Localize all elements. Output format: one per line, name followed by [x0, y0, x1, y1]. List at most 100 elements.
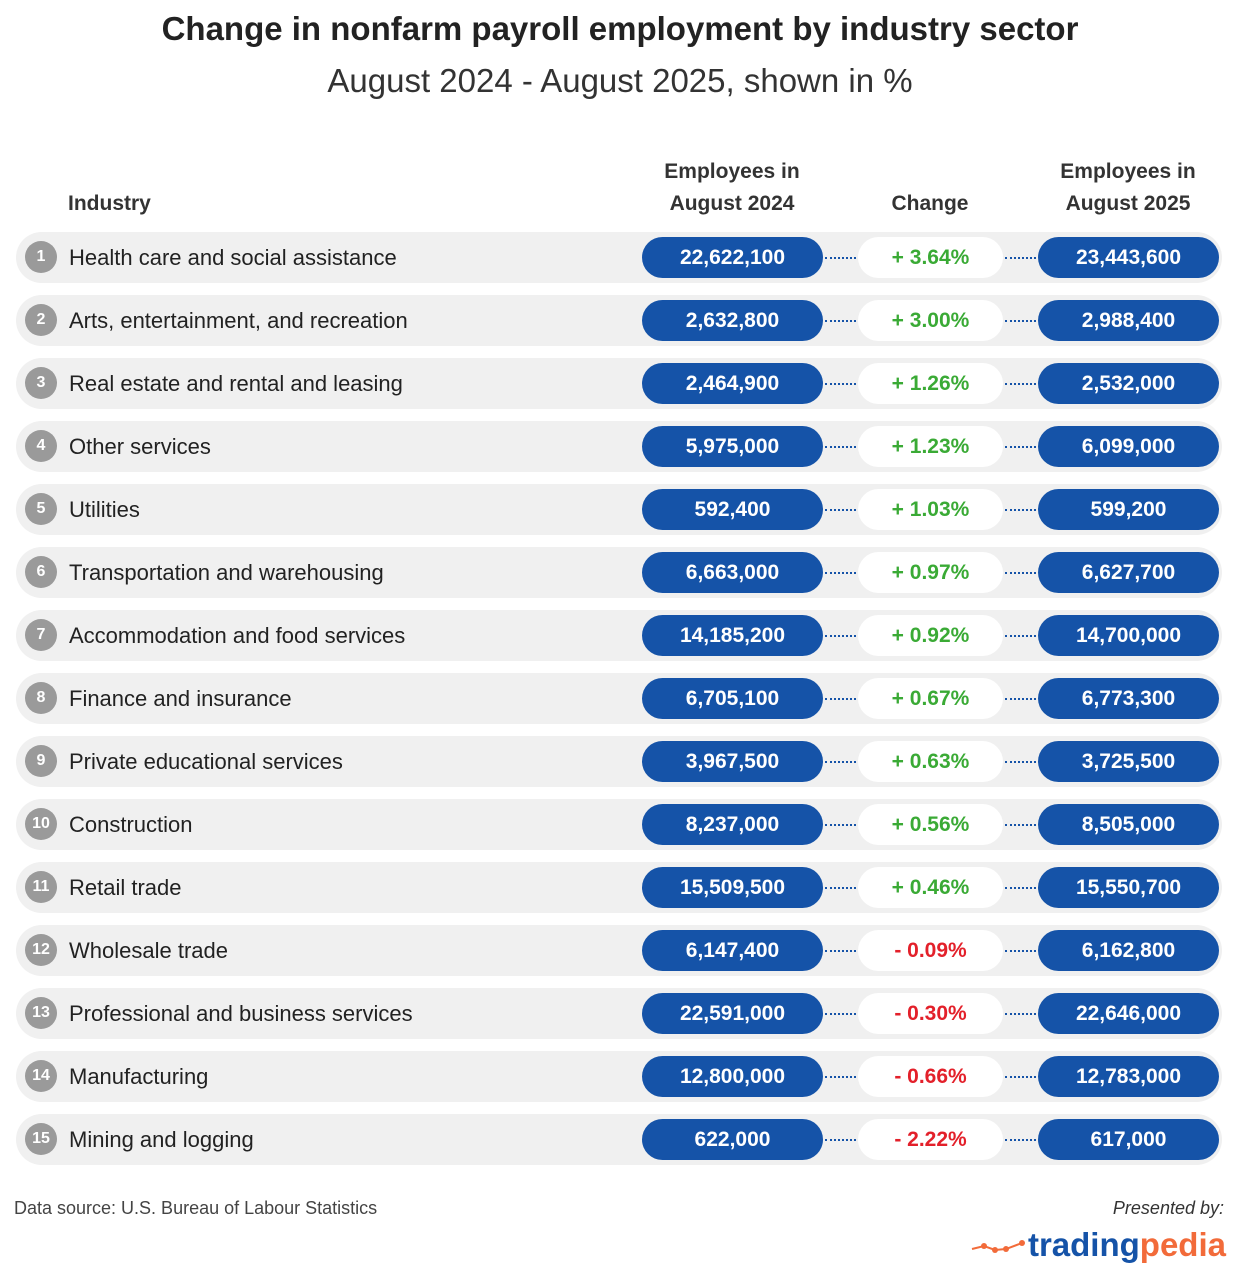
table-row: 12 Wholesale trade 6,147,400 - 0.09% 6,1…	[16, 925, 1222, 976]
rank-badge: 1	[25, 241, 57, 273]
employees-aug2024: 12,800,000	[642, 1056, 823, 1097]
employees-aug2025: 6,099,000	[1038, 426, 1219, 467]
rank-badge: 2	[25, 304, 57, 336]
connector-left	[825, 824, 856, 826]
presented-by: Presented by:	[1112, 1198, 1224, 1218]
employees-aug2025: 6,627,700	[1038, 552, 1219, 593]
industry-name: Other services	[69, 434, 211, 459]
table-row: 13 Professional and business services 22…	[16, 988, 1222, 1039]
change-value: + 0.97%	[858, 552, 1003, 593]
employees-aug2025: 22,646,000	[1038, 993, 1219, 1034]
employees-aug2024: 2,632,800	[642, 300, 823, 341]
industry-name: Utilities	[69, 497, 140, 522]
change-value: + 0.46%	[858, 867, 1003, 908]
connector-right	[1005, 257, 1036, 259]
rank-badge: 6	[25, 556, 57, 588]
table-row: 3 Real estate and rental and leasing 2,4…	[16, 358, 1222, 409]
connector-right	[1005, 761, 1036, 763]
connector-right	[1005, 1013, 1036, 1015]
rank-badge: 13	[25, 997, 57, 1029]
header-aug2025-line2: August 2025	[1065, 192, 1191, 215]
rank-badge: 4	[25, 430, 57, 462]
tradingpedia-logo: tradingpedia	[970, 1226, 1226, 1264]
table-row: 4 Other services 5,975,000 + 1.23% 6,099…	[16, 421, 1222, 472]
industry-name: Transportation and warehousing	[69, 560, 384, 585]
connector-left	[825, 257, 856, 259]
logo-pedia: pedia	[1139, 1226, 1226, 1263]
employees-aug2024: 6,663,000	[642, 552, 823, 593]
connector-right	[1005, 824, 1036, 826]
table-row: 1 Health care and social assistance 22,6…	[16, 232, 1222, 283]
table-row: 11 Retail trade 15,509,500 + 0.46% 15,55…	[16, 862, 1222, 913]
rank-badge: 10	[25, 808, 57, 840]
connector-left	[825, 698, 856, 700]
employees-aug2024: 3,967,500	[642, 741, 823, 782]
change-value: + 3.00%	[858, 300, 1003, 341]
employees-aug2025: 8,505,000	[1038, 804, 1219, 845]
rank-badge: 15	[25, 1123, 57, 1155]
rank-badge: 14	[25, 1060, 57, 1092]
change-value: + 0.63%	[858, 741, 1003, 782]
employees-aug2025: 23,443,600	[1038, 237, 1219, 278]
header-aug2024-line2: August 2024	[669, 192, 795, 215]
change-value: - 2.22%	[858, 1119, 1003, 1160]
change-value: + 1.26%	[858, 363, 1003, 404]
table-row: 15 Mining and logging 622,000 - 2.22% 61…	[16, 1114, 1222, 1165]
header-change: Change	[891, 192, 969, 215]
employees-aug2024: 5,975,000	[642, 426, 823, 467]
employees-aug2024: 22,622,100	[642, 237, 823, 278]
employees-aug2025: 2,532,000	[1038, 363, 1219, 404]
connector-left	[825, 383, 856, 385]
table-row: 5 Utilities 592,400 + 1.03% 599,200	[16, 484, 1222, 535]
chart-subtitle: August 2024 - August 2025, shown in %	[327, 62, 913, 99]
industry-name: Construction	[69, 812, 193, 837]
connector-left	[825, 446, 856, 448]
chart-title: Change in nonfarm payroll employment by …	[161, 10, 1079, 47]
change-value: + 0.56%	[858, 804, 1003, 845]
connector-left	[825, 950, 856, 952]
connector-left	[825, 572, 856, 574]
employees-aug2024: 8,237,000	[642, 804, 823, 845]
employees-aug2024: 622,000	[642, 1119, 823, 1160]
header-industry: Industry	[68, 192, 151, 215]
connector-right	[1005, 320, 1036, 322]
employees-aug2025: 6,162,800	[1038, 930, 1219, 971]
connector-right	[1005, 572, 1036, 574]
connector-right	[1005, 887, 1036, 889]
data-source: Data source: U.S. Bureau of Labour Stati…	[14, 1198, 378, 1218]
table-row: 14 Manufacturing 12,800,000 - 0.66% 12,7…	[16, 1051, 1222, 1102]
change-value: - 0.66%	[858, 1056, 1003, 1097]
connector-right	[1005, 635, 1036, 637]
industry-name: Real estate and rental and leasing	[69, 371, 403, 396]
trend-line-icon	[971, 1240, 1025, 1254]
change-value: + 0.67%	[858, 678, 1003, 719]
change-value: + 3.64%	[858, 237, 1003, 278]
table-row: 10 Construction 8,237,000 + 0.56% 8,505,…	[16, 799, 1222, 850]
rank-badge: 3	[25, 367, 57, 399]
header-aug2024-line1: Employees in	[664, 160, 800, 183]
connector-left	[825, 1139, 856, 1141]
rank-badge: 5	[25, 493, 57, 525]
employees-aug2024: 6,147,400	[642, 930, 823, 971]
change-value: + 1.23%	[858, 426, 1003, 467]
change-value: - 0.09%	[858, 930, 1003, 971]
connector-right	[1005, 383, 1036, 385]
change-value: + 0.92%	[858, 615, 1003, 656]
employees-aug2024: 592,400	[642, 489, 823, 530]
employees-aug2025: 6,773,300	[1038, 678, 1219, 719]
rank-badge: 12	[25, 934, 57, 966]
employees-aug2025: 12,783,000	[1038, 1056, 1219, 1097]
connector-left	[825, 320, 856, 322]
employees-aug2025: 599,200	[1038, 489, 1219, 530]
change-value: - 0.30%	[858, 993, 1003, 1034]
employees-aug2025: 14,700,000	[1038, 615, 1219, 656]
employees-aug2025: 617,000	[1038, 1119, 1219, 1160]
industry-name: Private educational services	[69, 749, 343, 774]
connector-left	[825, 1013, 856, 1015]
employees-aug2024: 15,509,500	[642, 867, 823, 908]
rank-badge: 9	[25, 745, 57, 777]
industry-name: Wholesale trade	[69, 938, 228, 963]
header-aug2025-line1: Employees in	[1060, 160, 1196, 183]
header-aug2024: Employees in August 2024	[632, 156, 832, 220]
